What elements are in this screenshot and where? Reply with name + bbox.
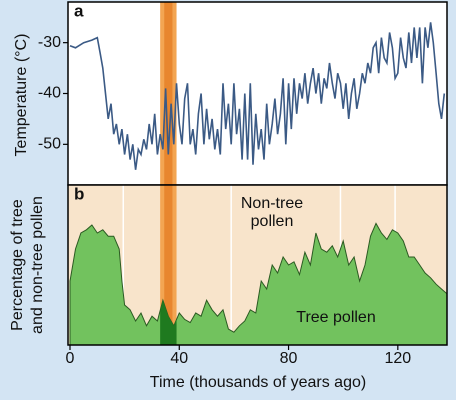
y-axis-label: Percentage of tree xyxy=(9,199,26,331)
annotation: pollen xyxy=(251,213,294,230)
x-tick-label: 80 xyxy=(280,350,298,367)
x-axis-label: Time (thousands of years ago) xyxy=(150,374,366,391)
y-axis-label: and non-tree pollen xyxy=(29,196,46,334)
x-tick-label: 0 xyxy=(66,350,75,367)
temperature-line xyxy=(69,22,446,170)
panel-frame xyxy=(67,184,448,346)
x-tick-label: 40 xyxy=(170,350,188,367)
x-tick-label: 120 xyxy=(384,350,411,367)
annotation: Tree pollen xyxy=(296,309,375,326)
y-axis-label: Temperature (°C) xyxy=(13,34,30,157)
y-tick-label: -50 xyxy=(38,136,61,153)
annotation: Non-tree xyxy=(241,195,303,212)
panel-background xyxy=(68,2,447,185)
y-tick-label: -30 xyxy=(38,34,61,51)
panel-label: b xyxy=(74,184,84,203)
panel-label: a xyxy=(74,1,84,20)
highlight-core xyxy=(164,185,173,345)
y-tick-label: -40 xyxy=(38,85,61,102)
highlight-core xyxy=(164,2,173,185)
tree-pollen-highlight xyxy=(160,300,177,345)
